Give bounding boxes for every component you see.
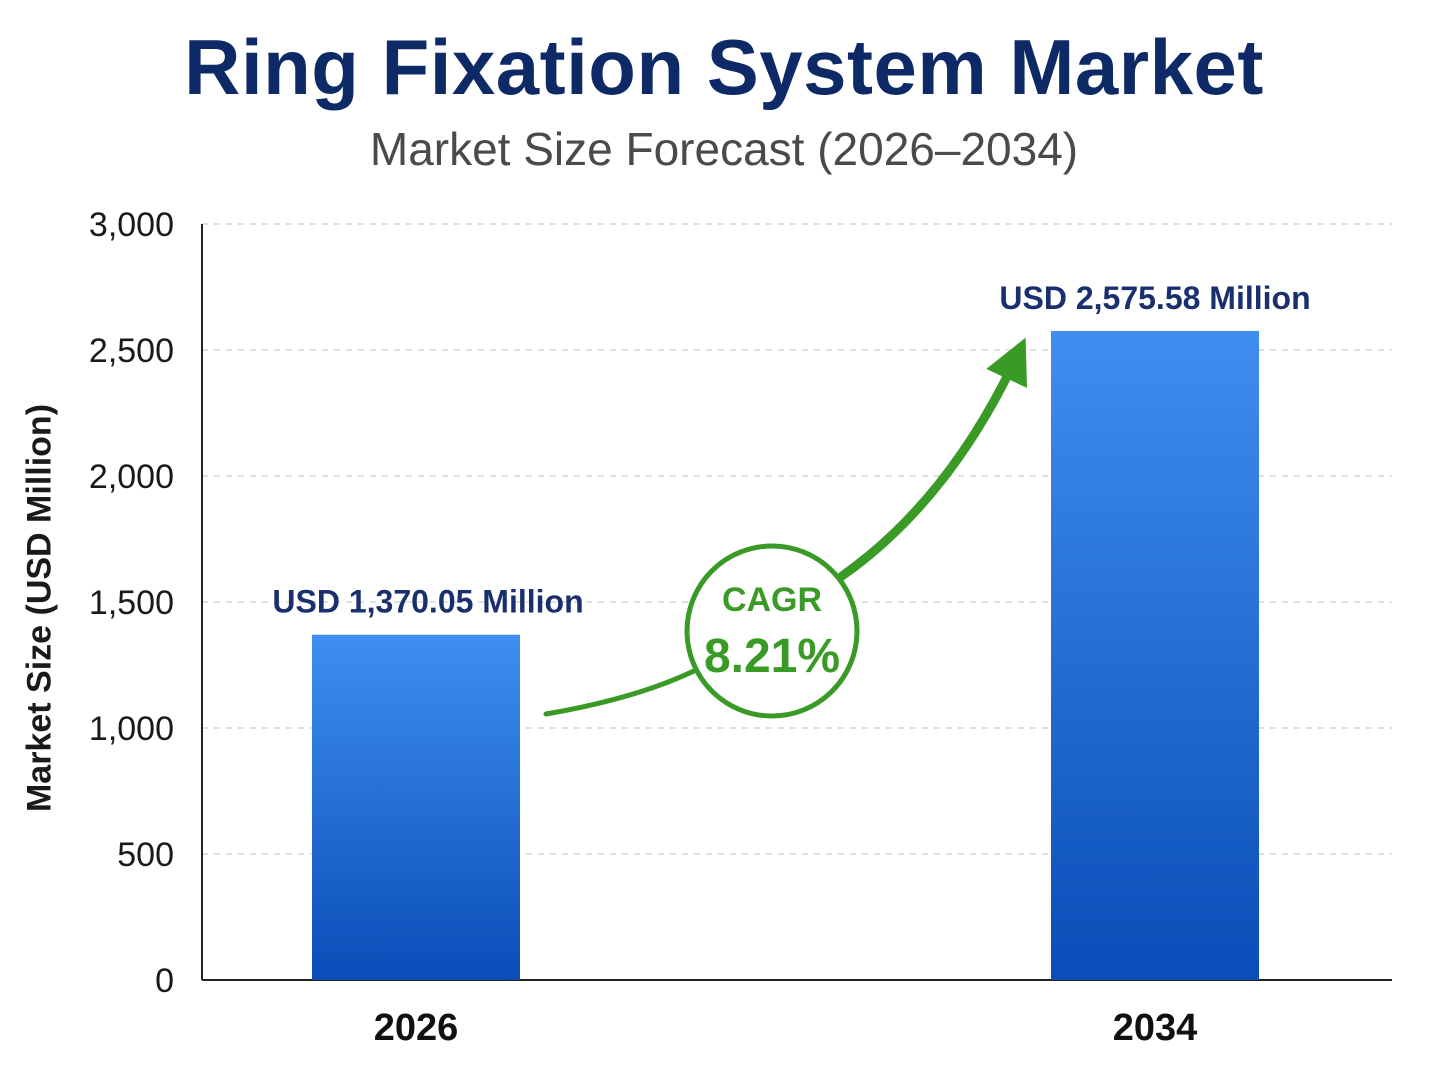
data-label: USD 2,575.58 Million (999, 280, 1310, 316)
bar-2034 (1051, 330, 1259, 980)
y-tick-label: 0 (155, 962, 174, 1000)
y-tick-label: 2,500 (89, 332, 174, 370)
growth-arrow (837, 337, 1027, 581)
cagr-badge (684, 543, 860, 719)
growth-arrow-tail (543, 665, 703, 717)
y-tick-label: 1,500 (89, 584, 174, 622)
x-tick-label: 2026 (374, 1007, 459, 1049)
y-tick-label: 500 (117, 836, 174, 874)
y-tick-label: 1,000 (89, 710, 174, 748)
cagr-label: CAGR (722, 581, 822, 619)
x-tick-label: 2034 (1113, 1007, 1198, 1049)
bar-2026 (312, 634, 520, 980)
data-label: USD 1,370.05 Million (272, 584, 583, 620)
y-tick-label: 2,000 (89, 458, 174, 496)
chart-subtitle: Market Size Forecast (2026–2034) (369, 123, 1079, 175)
y-tick-label: 3,000 (89, 206, 174, 244)
cagr-value: 8.21% (704, 630, 840, 683)
chart-title: Ring Fixation System Market (184, 23, 1264, 111)
